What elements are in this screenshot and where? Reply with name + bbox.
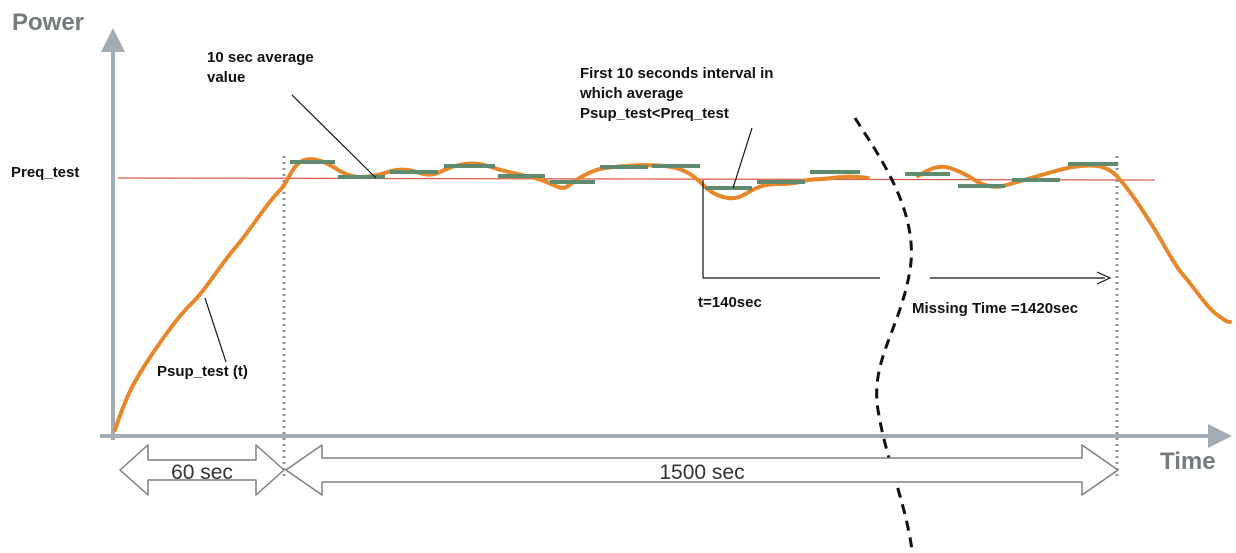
average-note-pointer (291, 94, 377, 179)
y-axis-title: Power (12, 9, 84, 36)
t140-label: t=140sec (698, 294, 762, 311)
missing-time-label: Missing Time =1420sec (912, 300, 1078, 317)
test-span-label: 1500 sec (659, 461, 744, 484)
arrow-right-icon (1208, 424, 1232, 448)
test-span-arrow (285, 444, 1119, 496)
x-axis-title: Time (1160, 448, 1216, 475)
time-break-curve (853, 117, 914, 551)
ramp-span-label: 60 sec (171, 461, 233, 484)
average-note-line: 10 sec average (207, 49, 314, 66)
arrow-right-icon (1096, 271, 1112, 285)
interval-note-line: Psup_test<Preq_test (580, 105, 729, 122)
average-segments (290, 160, 1118, 190)
psup-pointer (204, 297, 227, 363)
interval-note-line: First 10 seconds interval in (580, 65, 773, 82)
power-curve-ramp (113, 160, 302, 432)
power-curve-after-gap (916, 163, 1232, 324)
interval-note-pointer (732, 127, 753, 189)
axes (100, 28, 1232, 448)
average-note: 10 sec average value (207, 49, 318, 86)
interval-note-line: which average (579, 85, 683, 102)
interval-note: First 10 seconds interval in which avera… (579, 65, 778, 122)
arrow-up-icon (101, 28, 125, 52)
psup-label: Psup_test (t) (157, 363, 248, 380)
ramp-span-arrow (119, 444, 285, 496)
preq-reference-line (117, 177, 1156, 181)
preq-label: Preq_test (11, 164, 79, 181)
average-note-line: value (207, 69, 245, 86)
